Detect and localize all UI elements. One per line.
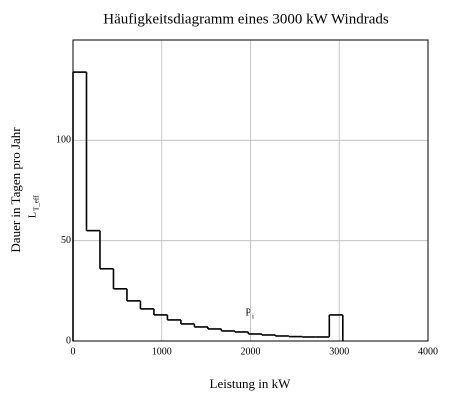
x-variable-sub: i (252, 313, 254, 321)
y-tick-label: 0 (66, 335, 71, 346)
y-tick-label: 100 (56, 135, 71, 146)
y-tick-label: 50 (61, 235, 71, 246)
chart-title: Häufigkeitsdiagramm eines 3000 kW Windra… (103, 11, 389, 27)
x-tick-label: 0 (71, 346, 76, 357)
x-tick-label: 4000 (418, 346, 438, 357)
x-tick-label: 3000 (329, 346, 349, 357)
y-variable-sub: T_eff (33, 195, 41, 211)
x-variable: P (245, 307, 251, 318)
x-tick-label: 2000 (241, 346, 261, 357)
x-tick-label: 1000 (152, 346, 172, 357)
x-axis-label: Leistung in kW (210, 376, 292, 391)
y-axis-label: Dauer in Tagen pro Jahr (8, 127, 23, 253)
y-variable: L (27, 212, 38, 218)
